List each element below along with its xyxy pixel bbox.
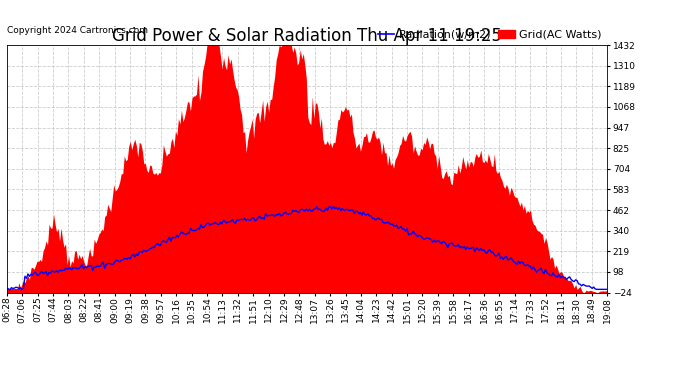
Title: Grid Power & Solar Radiation Thu Apr 11 19:25: Grid Power & Solar Radiation Thu Apr 11 …	[112, 27, 502, 45]
Legend: Radiation(w/m2), Grid(AC Watts): Radiation(w/m2), Grid(AC Watts)	[377, 30, 602, 39]
Text: Copyright 2024 Cartronics.com: Copyright 2024 Cartronics.com	[7, 26, 148, 35]
